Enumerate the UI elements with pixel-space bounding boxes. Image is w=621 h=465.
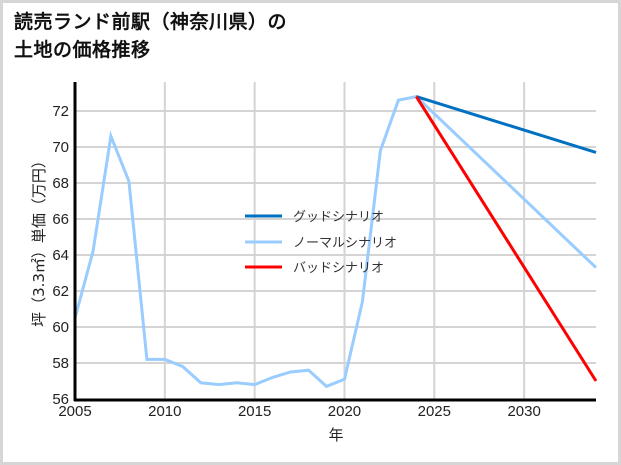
x-tick-label: 2030	[507, 403, 540, 420]
tick-labels: 56 58 60 62 64 66 68 70 72 2005 2010 2015 2020 2025 20…	[52, 103, 541, 420]
series-line	[73, 94, 598, 389]
x-tick-label: 2010	[148, 403, 181, 420]
chart-title: 読売ランド前駅（神奈川県）の 土地の価格推移	[14, 8, 287, 64]
legend-label: バッドシナリオ	[293, 261, 384, 276]
x-tick-label: 2015	[238, 403, 271, 420]
legend-label: ノーマルシナリオ	[293, 236, 397, 251]
grid-lines	[75, 82, 596, 399]
axes	[73, 82, 596, 402]
x-axis-label: 年	[328, 426, 343, 444]
y-tick-label: 56	[52, 391, 69, 408]
x-tick-label: 2005	[58, 403, 91, 420]
y-tick-label: 66	[52, 211, 69, 228]
x-tick-label: 2025	[418, 403, 451, 420]
x-tick-label: 2020	[328, 403, 361, 420]
y-tick-label: 60	[52, 319, 69, 336]
y-tick-label: 68	[52, 175, 69, 192]
y-tick-label: 70	[52, 139, 69, 156]
chart-title-line-1: 読売ランド前駅（神奈川県）の	[14, 11, 288, 33]
y-tick-label: 62	[52, 283, 69, 300]
legend-label: グッドシナリオ	[293, 210, 384, 225]
y-tick-label: 58	[52, 355, 69, 372]
y-tick-label: 72	[52, 103, 69, 120]
y-tick-label: 64	[52, 247, 69, 264]
y-axis-label: 坪（3.3㎡）単価（万円）	[30, 153, 48, 327]
series-lines	[73, 94, 598, 389]
chart-title-line-2: 土地の価格推移	[14, 39, 151, 61]
series-line	[415, 95, 598, 382]
series-line	[415, 95, 597, 154]
